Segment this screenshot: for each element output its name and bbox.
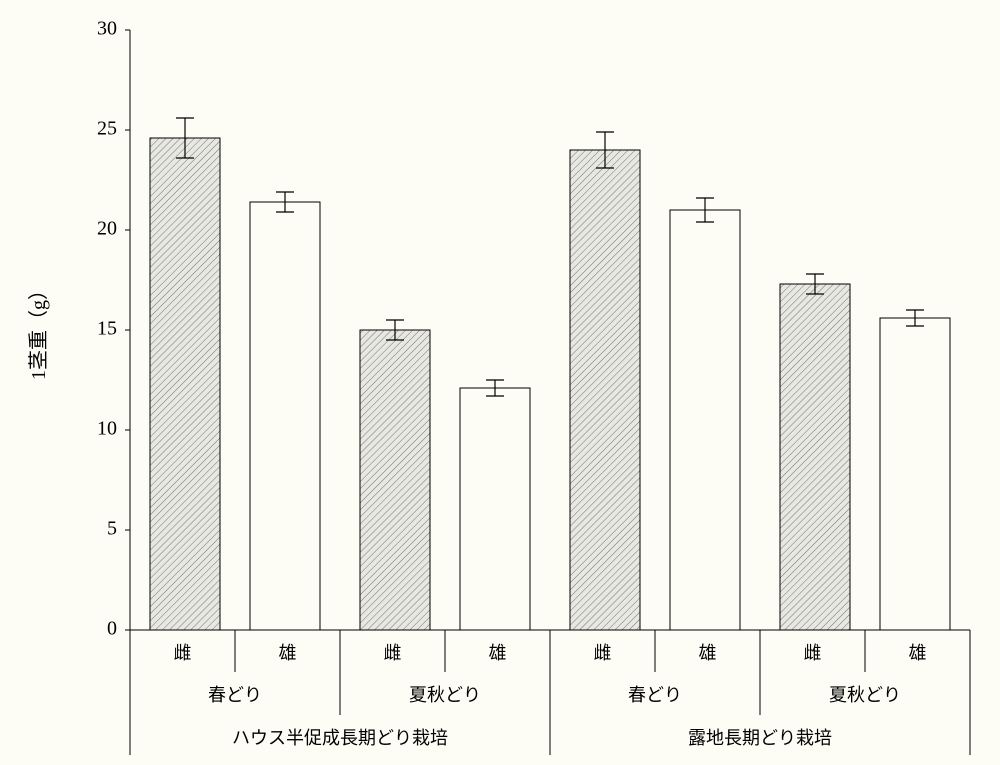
x-label-sex: 雌	[804, 643, 822, 663]
y-tick-label: 10	[97, 418, 117, 440]
x-label-cultivation: 露地長期どり栽培	[688, 728, 832, 748]
x-label-sex: 雄	[909, 643, 927, 663]
x-label-sex: 雄	[699, 643, 717, 663]
x-label-sex: 雄	[489, 643, 507, 663]
bar	[250, 202, 320, 630]
bar-chart: 0 5 10 15 20 25 30 1茎重（g） 雌 雄 雌 雄 雌 雄 雌 雄春どり 夏秋どり 春どり 夏秋どり…	[0, 0, 1000, 765]
x-label-season: 春どり	[628, 685, 682, 705]
x-label-sex: 雌	[174, 643, 192, 663]
x-label-sex: 雌	[594, 643, 612, 663]
y-tick-label: 20	[97, 218, 117, 240]
y-axis-label: 1茎重（g）	[27, 280, 50, 380]
bar	[460, 388, 530, 630]
x-label-season: 夏秋どり	[829, 685, 901, 705]
x-label-cultivation: ハウス半促成長期どり栽培	[232, 728, 448, 748]
bar	[360, 330, 430, 630]
y-tick-label: 30	[97, 18, 117, 40]
y-tick-label: 5	[107, 518, 117, 540]
y-tick-label: 25	[97, 118, 117, 140]
bar	[570, 150, 640, 630]
y-tick-label: 0	[107, 618, 117, 640]
y-tick-label: 15	[97, 318, 117, 340]
bar	[880, 318, 950, 630]
bar	[670, 210, 740, 630]
bar	[780, 284, 850, 630]
x-label-sex: 雌	[384, 643, 402, 663]
x-label-sex: 雄	[279, 643, 297, 663]
bar	[150, 138, 220, 630]
x-label-season: 夏秋どり	[409, 685, 481, 705]
chart-container: 0 5 10 15 20 25 30 1茎重（g） 雌 雄 雌 雄 雌 雄 雌 雄春どり 夏秋どり 春どり 夏秋どり…	[0, 0, 1000, 765]
x-label-season: 春どり	[208, 685, 262, 705]
